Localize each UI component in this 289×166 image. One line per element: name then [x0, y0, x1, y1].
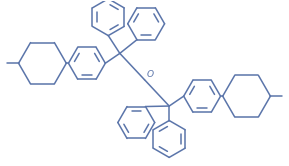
- Text: O: O: [147, 70, 154, 79]
